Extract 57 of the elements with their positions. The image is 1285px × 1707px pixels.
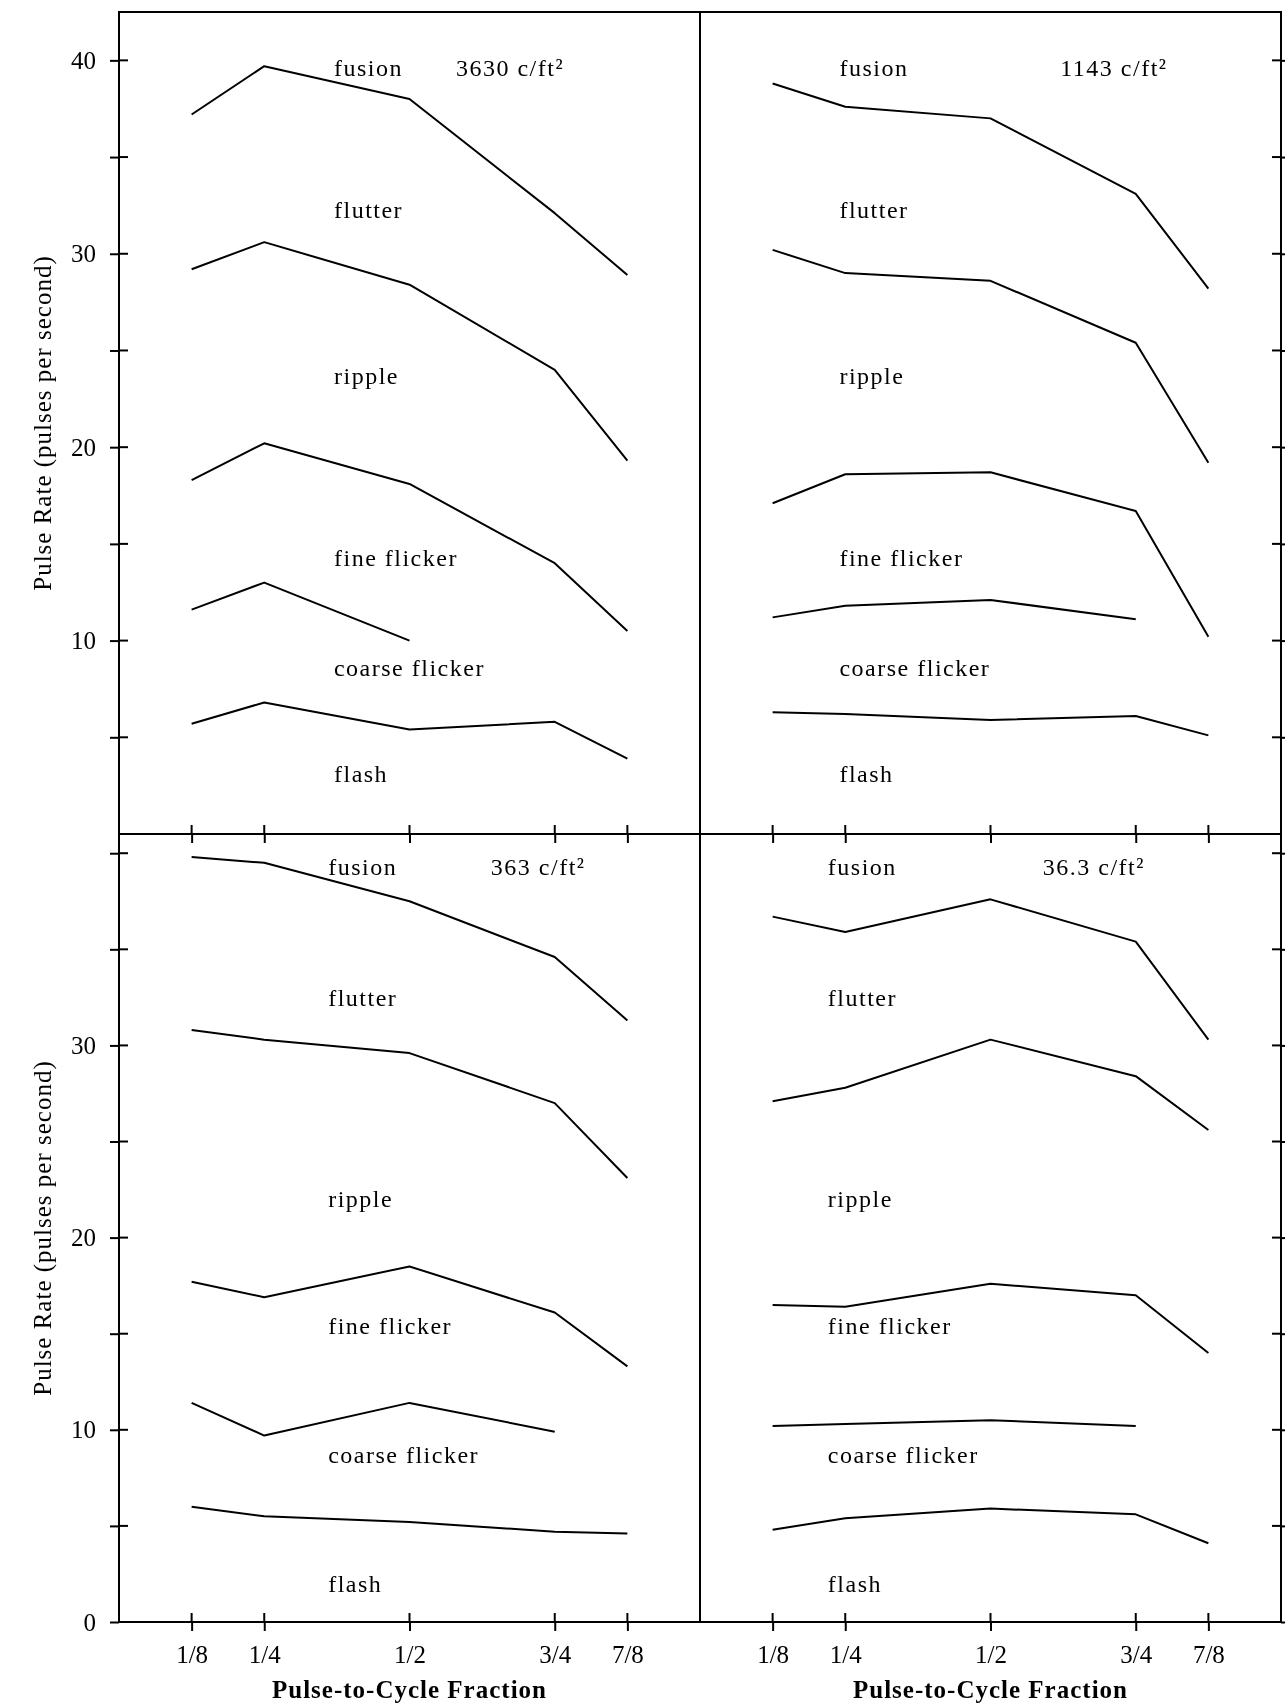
x-tick-label: 1/4 [248, 1640, 282, 1668]
x-tick-label: 1/8 [176, 1640, 209, 1668]
annotation: ripple [827, 1186, 893, 1213]
line-series [190, 1265, 629, 1368]
annotation: flutter [333, 196, 404, 223]
annotation: 3630 c/ft² [455, 55, 565, 82]
annotation: ripple [333, 362, 399, 389]
x-tick-label: 1/2 [975, 1640, 1007, 1668]
line-series [190, 701, 629, 760]
x-tick-label: 1/2 [394, 1640, 426, 1668]
line-series [190, 1029, 629, 1180]
annotation: flash [328, 1570, 383, 1597]
annotation: coarse flicker [333, 655, 485, 682]
annotation: 1143 c/ft² [1060, 55, 1168, 82]
annotation: fine flicker [333, 545, 458, 572]
annotation: fusion [839, 55, 909, 82]
annotation: ripple [839, 362, 905, 389]
annotation: flash [839, 761, 894, 788]
line-series [190, 1505, 629, 1535]
x-axis-title: Pulse-to-Cycle Fraction [852, 1676, 1129, 1703]
y-axis-title: Pulse Rate (pulses per second) [29, 1060, 57, 1396]
y-tick-label: 10 [71, 627, 96, 655]
annotation: coarse flicker [827, 1442, 979, 1469]
line-series [190, 442, 629, 632]
x-tick-label: 3/4 [539, 1640, 572, 1668]
annotation: ripple [328, 1186, 394, 1213]
x-axis-title: Pulse-to-Cycle Fraction [271, 1676, 548, 1703]
line-series [190, 241, 629, 462]
annotation: flash [333, 761, 389, 788]
annotation: fusion [333, 55, 403, 82]
y-axis-title: Pulse Rate (pulses per second) [29, 255, 57, 591]
annotation: coarse flicker [839, 655, 991, 682]
annotation: fusion [827, 854, 897, 881]
y-tick-label: 30 [71, 1031, 96, 1059]
annotation: fine flicker [827, 1313, 952, 1340]
y-tick-label: 30 [71, 240, 96, 268]
x-tick-label: 7/8 [611, 1640, 644, 1668]
y-tick-label: 40 [71, 46, 96, 74]
annotation: fine flicker [839, 545, 964, 572]
annotation: flutter [328, 984, 398, 1011]
y-tick-label: 20 [71, 433, 96, 461]
annotation: flutter [839, 196, 909, 223]
annotation: flutter [827, 984, 897, 1011]
x-tick-label: 3/4 [1120, 1640, 1153, 1668]
x-tick-label: 1/4 [829, 1640, 863, 1668]
annotation: fine flicker [328, 1313, 453, 1340]
y-tick-label: 10 [71, 1416, 96, 1444]
annotation: coarse flicker [328, 1442, 480, 1469]
annotation: fusion [328, 854, 398, 881]
y-tick-label: 0 [83, 1608, 96, 1636]
annotation: 363 c/ft² [490, 854, 586, 881]
line-series [190, 856, 629, 1022]
annotation: flash [827, 1570, 882, 1597]
x-tick-label: 1/8 [757, 1640, 790, 1668]
y-tick-label: 20 [71, 1224, 96, 1252]
x-tick-label: 7/8 [1192, 1640, 1225, 1668]
annotation: 36.3 c/ft² [1042, 854, 1145, 881]
